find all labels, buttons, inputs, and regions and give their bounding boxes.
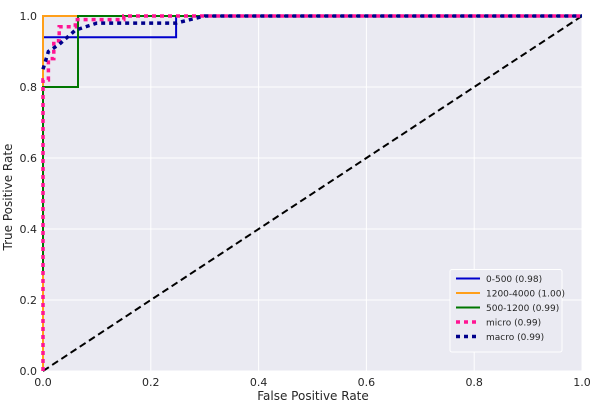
legend-label: 500-1200 (0.99) [486, 304, 559, 314]
legend-label: macro (0.99) [486, 333, 544, 343]
x-tick-label: 0.8 [465, 376, 483, 389]
y-tick-label: 0.0 [20, 365, 38, 378]
x-tick-label: 0.6 [358, 376, 376, 389]
x-axis-label: False Positive Rate [257, 389, 369, 403]
x-tick-label: 0.0 [34, 376, 52, 389]
series-line-macro-0-99 [41, 14, 582, 70]
chance-diagonal-line [42, 15, 583, 372]
legend-label: 0-500 (0.98) [486, 275, 542, 285]
legend-label: micro (0.99) [486, 319, 541, 329]
y-tick-label: 0.2 [20, 294, 38, 307]
legend: 0-500 (0.98) 1200-4000 (1.00) 500-1200 (0.… [449, 269, 565, 353]
y-axis-label: True Positive Rate [1, 144, 15, 252]
y-tick-label: 0.6 [20, 152, 38, 165]
y-tick-label: 0.8 [20, 81, 38, 94]
x-tick-label: 0.2 [142, 376, 160, 389]
legend-box [449, 269, 563, 353]
y-tick-label: 0.4 [20, 223, 38, 236]
series-line-micro-0-99 [41, 14, 582, 371]
legend-label: 1200-4000 (1.00) [486, 290, 565, 300]
x-tick-label: 1.0 [573, 376, 591, 389]
x-tick-label: 0.4 [250, 376, 268, 389]
y-tick-label: 1.0 [20, 10, 38, 23]
